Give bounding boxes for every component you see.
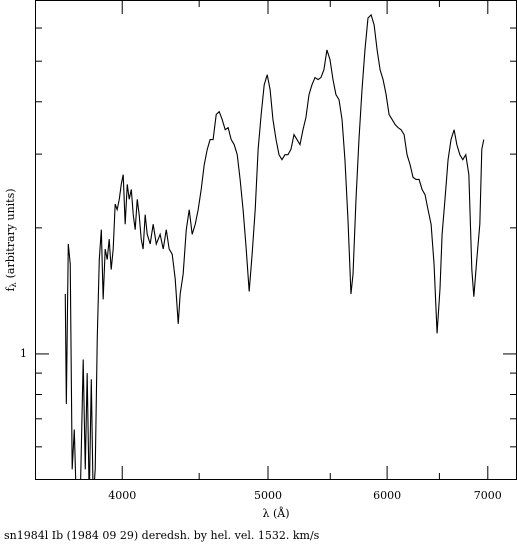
caption: sn1984l Ib (1984 09 29) deredsh. by hel.…	[4, 529, 320, 542]
spectrum-line	[64, 13, 485, 480]
x-tick-label: 5000	[254, 489, 282, 502]
y-label-subscript: λ	[9, 282, 18, 287]
y-axis-label: fλ (arbitrary units)	[4, 188, 18, 291]
y-tick-label: 1	[20, 347, 27, 360]
y-label-text: (arbitrary units)	[4, 188, 17, 278]
x-tick-label: 7000	[474, 489, 502, 502]
x-axis-label: λ (Å)	[263, 506, 290, 520]
x-tick-label: 4000	[108, 489, 136, 502]
plot-frame	[35, 0, 517, 480]
x-tick-label: 6000	[373, 489, 401, 502]
y-label-symbol: f	[4, 287, 17, 292]
